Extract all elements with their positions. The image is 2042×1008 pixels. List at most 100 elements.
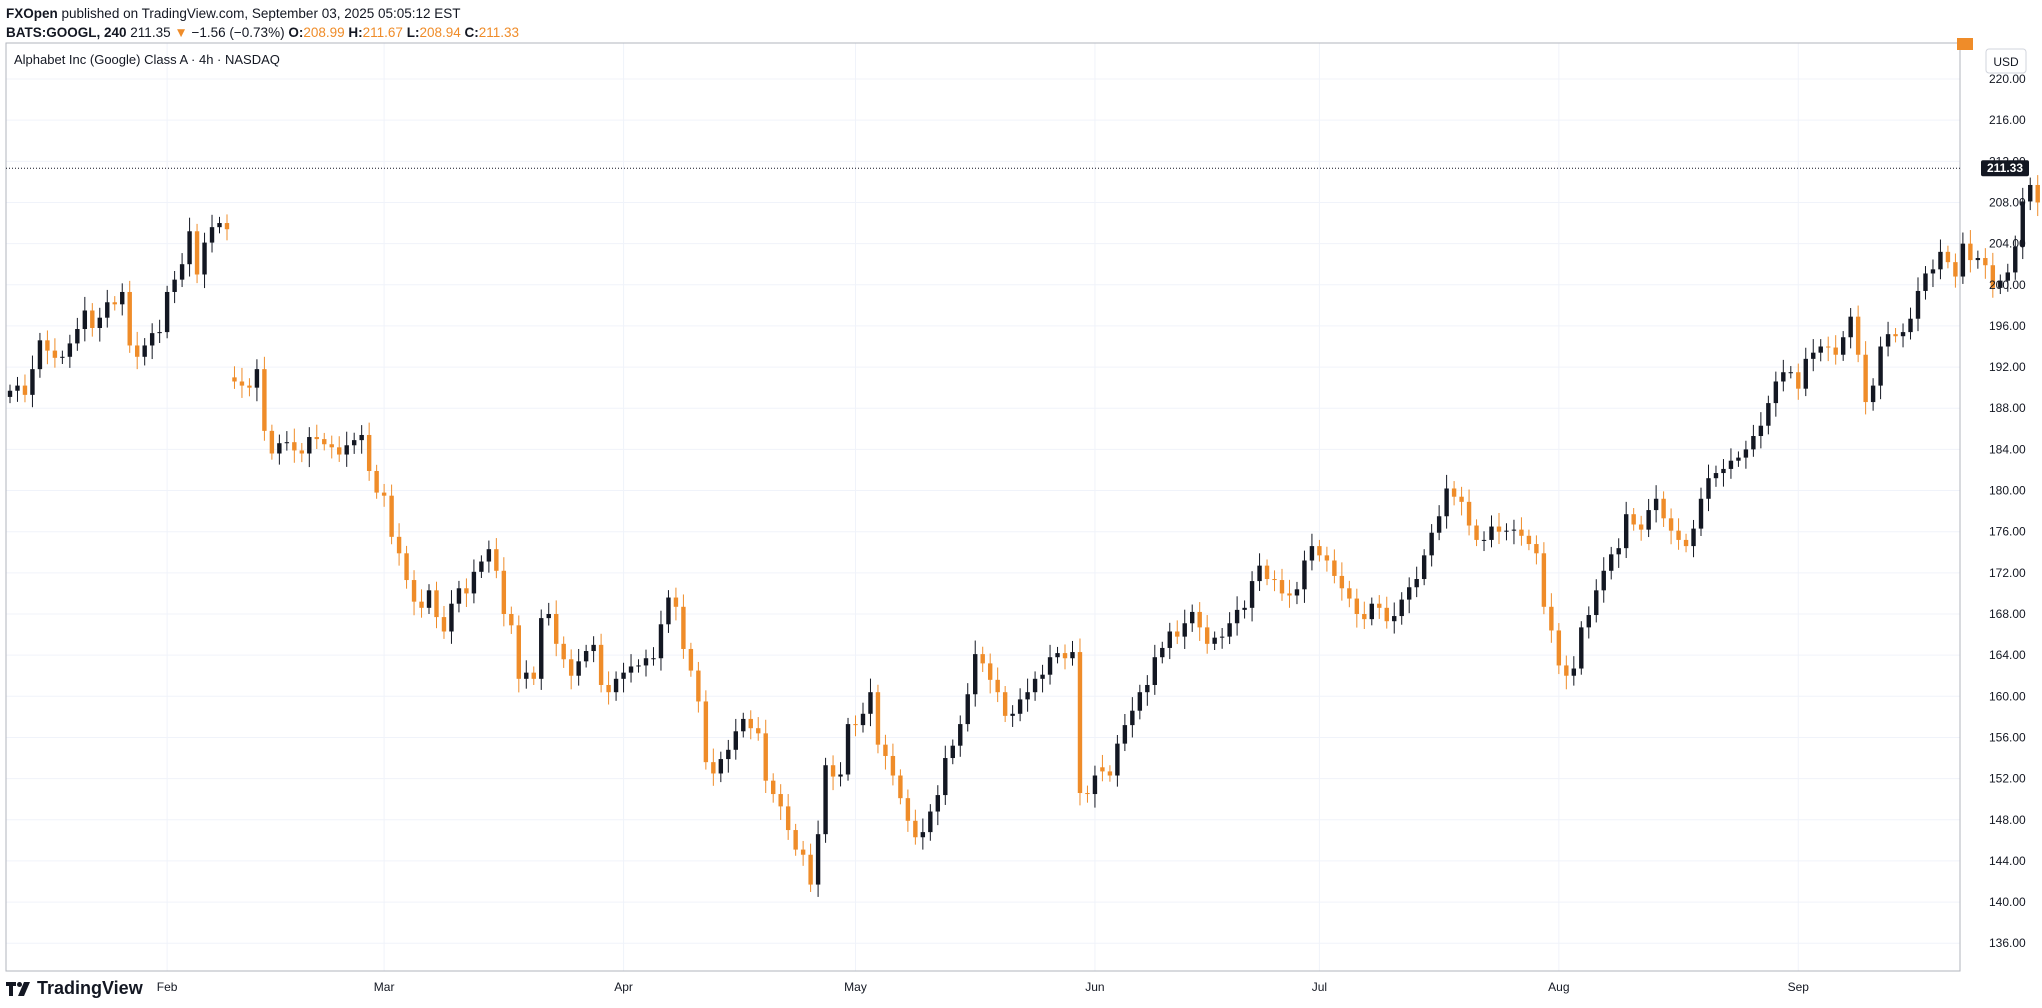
candle-body xyxy=(314,437,319,440)
candle-body xyxy=(135,345,140,357)
candle xyxy=(1579,621,1584,675)
candle xyxy=(1272,570,1277,592)
candle-body xyxy=(1788,372,1793,374)
candle xyxy=(1354,588,1360,628)
price-axis[interactable]: 136.00 140.00 144.00 148.00 152.00 156.00 160.… xyxy=(1989,72,2026,950)
candle xyxy=(1526,529,1532,551)
candle xyxy=(928,804,933,841)
candle xyxy=(1481,531,1487,552)
candle xyxy=(726,739,731,773)
candle xyxy=(1721,459,1726,487)
candle-body xyxy=(366,434,372,471)
candle-body xyxy=(1653,498,1659,511)
candle xyxy=(307,427,312,468)
candle xyxy=(1407,577,1412,614)
candle xyxy=(434,581,439,629)
candle xyxy=(239,367,245,398)
candle-body xyxy=(1294,589,1300,596)
candle-body xyxy=(830,765,836,777)
candle xyxy=(1362,601,1367,630)
candle xyxy=(1960,232,1966,284)
candle-body xyxy=(15,385,20,391)
candle-body xyxy=(1324,555,1330,561)
candle xyxy=(1653,485,1659,523)
candle-body xyxy=(1526,535,1532,545)
candle-body xyxy=(658,624,664,659)
candle-body xyxy=(539,618,544,679)
candle xyxy=(1826,336,1831,362)
candle-body xyxy=(277,443,282,454)
candle-body xyxy=(1908,318,1913,333)
candle xyxy=(703,690,709,770)
candle xyxy=(1302,550,1307,603)
candle-body xyxy=(1137,692,1143,711)
candle xyxy=(1227,612,1232,645)
low-value: 208.94 xyxy=(419,25,461,40)
candle xyxy=(82,296,88,342)
candle-body xyxy=(1279,580,1285,594)
candle-body xyxy=(905,798,911,821)
candle xyxy=(1152,644,1157,695)
candle xyxy=(486,540,492,573)
candle-body xyxy=(179,264,185,280)
candle xyxy=(142,338,147,366)
candle-body xyxy=(1863,354,1868,403)
candle-body xyxy=(411,580,417,602)
candle-body xyxy=(666,597,671,625)
candle xyxy=(1915,277,1921,332)
candle-body xyxy=(531,672,536,679)
time-axis[interactable]: Feb Mar Apr May Jun Jul Aug Sep xyxy=(157,980,1809,994)
candle xyxy=(1893,327,1898,343)
candle xyxy=(1242,600,1247,619)
candle-body xyxy=(883,744,888,756)
candle xyxy=(1436,505,1442,541)
candle-body xyxy=(1302,560,1307,590)
currency-button[interactable]: USD xyxy=(1985,48,2027,74)
low-label: L: xyxy=(406,25,420,40)
candle xyxy=(531,666,536,685)
candle xyxy=(1586,606,1591,639)
candle-body xyxy=(381,492,387,496)
candle xyxy=(284,431,290,451)
candle xyxy=(636,659,641,673)
candle xyxy=(1474,519,1479,547)
candle-body xyxy=(733,731,738,750)
candle-body xyxy=(217,223,222,228)
candle-body xyxy=(2005,272,2010,281)
candle xyxy=(935,785,941,826)
candle xyxy=(90,303,95,337)
candle xyxy=(785,794,791,840)
candle xyxy=(247,378,252,397)
candle xyxy=(1040,664,1045,693)
candle xyxy=(97,307,102,342)
candle xyxy=(1160,641,1165,664)
candle xyxy=(75,317,80,351)
candle xyxy=(1811,339,1816,372)
candle xyxy=(299,443,305,463)
candle-body xyxy=(928,811,933,833)
tradingview-logo[interactable]: TradingView xyxy=(6,978,143,999)
candle xyxy=(1863,341,1868,415)
candle xyxy=(1264,559,1270,586)
candle xyxy=(875,684,881,754)
candle-body xyxy=(898,775,903,799)
candle-body xyxy=(1893,334,1898,337)
candle xyxy=(1938,239,1943,280)
alert-marker-icon[interactable] xyxy=(1957,38,1973,50)
candle-body xyxy=(1152,657,1157,685)
footer-brand: TradingView xyxy=(37,978,143,998)
candle xyxy=(224,214,230,241)
candle-body xyxy=(561,643,566,660)
publisher-name[interactable]: FXOpen xyxy=(6,6,58,21)
candle xyxy=(1758,412,1764,449)
candle-body xyxy=(1190,611,1195,624)
candle xyxy=(576,648,581,686)
candle xyxy=(613,671,619,701)
candle xyxy=(1923,266,1928,300)
close-value: 211.33 xyxy=(478,25,520,40)
candle-body xyxy=(1332,560,1337,576)
candle xyxy=(1736,451,1741,467)
price-tick-label: 216.00 xyxy=(1989,113,2026,127)
candle-body xyxy=(202,242,207,275)
